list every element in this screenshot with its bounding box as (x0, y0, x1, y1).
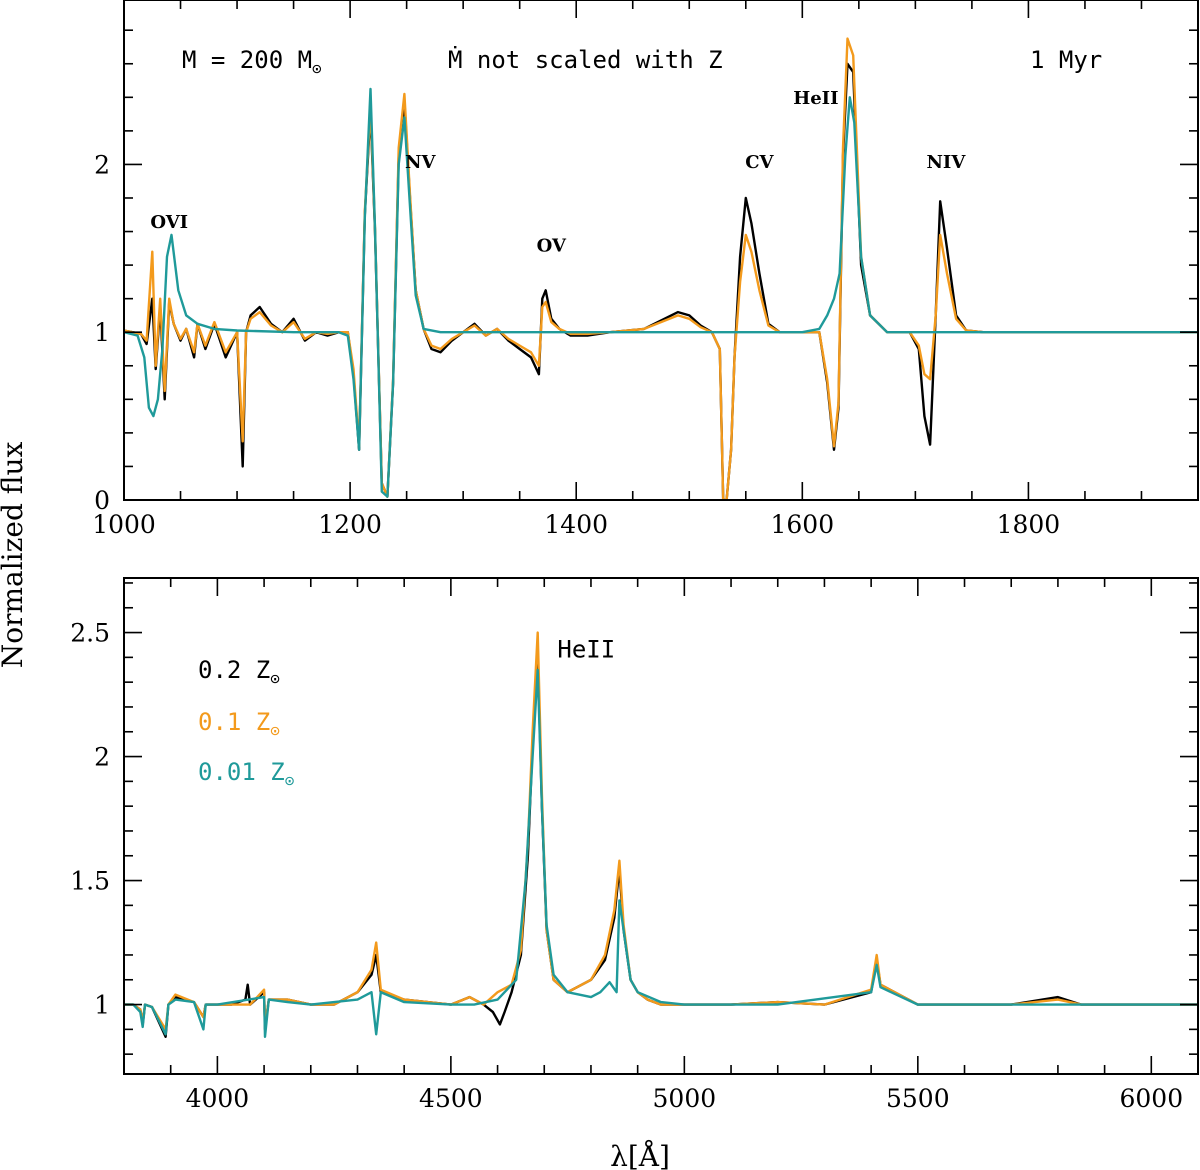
top-xtick-label: 1200 (318, 510, 382, 539)
bottom-xtick-label: 5500 (886, 1084, 950, 1113)
top-line-labels: OVI NV OV CV HeII NIV (150, 88, 966, 257)
top-xtick-label: 1400 (544, 510, 608, 539)
top-ytick-label: 2 (94, 150, 110, 179)
age-annotation: 1 Myr (1030, 46, 1102, 74)
legend-entry-02: 0.2 Z⊙ (198, 656, 280, 688)
bottom-panel-ticks: 4000 4500 5000 5500 6000 1 1.5 2 2.5 (70, 578, 1199, 1113)
top-series-1 (124, 37, 1198, 500)
bottom-xtick-label: 4000 (186, 1084, 250, 1113)
line-label-cv: CV (745, 152, 774, 173)
top-panel-uv-spectrum: 1000 1200 1400 1600 1800 0 1 2 M = 200 M⊙ Ṁ not… (92, 0, 1199, 539)
line-label-niv: NIV (926, 152, 966, 173)
line-label-heii: HeII (793, 88, 838, 109)
bottom-xtick-label: 6000 (1119, 1084, 1183, 1113)
line-label-ovi: OVI (150, 212, 188, 233)
bottom-ytick-label: 2.5 (70, 619, 110, 648)
top-xtick-label: 1000 (92, 510, 156, 539)
bottom-ytick-label: 1.5 (70, 867, 110, 896)
line-label-nv: NV (405, 152, 436, 173)
top-panel-series (124, 37, 1198, 500)
mdot-annotation: Ṁ not scaled with Z (448, 45, 723, 74)
legend: 0.2 Z⊙ 0.1 Z⊙ 0.01 Z⊙ (198, 656, 295, 790)
x-axis-label: λ[Å] (610, 1140, 670, 1170)
top-series-2 (124, 87, 1198, 498)
top-series-0 (124, 62, 1198, 500)
line-label-ov: OV (537, 236, 567, 257)
bottom-line-labels: HeII (557, 635, 615, 663)
legend-entry-001: 0.01 Z⊙ (198, 758, 295, 790)
y-axis-label: Normalized flux (0, 442, 29, 669)
bottom-series-2 (124, 668, 1198, 1039)
bottom-ytick-label: 1 (94, 991, 110, 1020)
legend-entry-01: 0.1 Z⊙ (198, 708, 280, 740)
top-xtick-label: 1600 (771, 510, 835, 539)
top-xtick-label: 1800 (997, 510, 1061, 539)
bottom-xtick-label: 4500 (419, 1084, 483, 1113)
mass-annotation: M = 200 M⊙ (182, 46, 322, 78)
bottom-panel-optical-spectrum: 4000 4500 5000 5500 6000 1 1.5 2 2.5 HeII 0.2 Z⊙… (70, 577, 1199, 1113)
bottom-series-0 (124, 651, 1198, 1039)
top-ytick-label: 0 (94, 486, 110, 515)
bottom-panel-frame (123, 577, 1199, 1075)
bottom-xtick-label: 5000 (653, 1084, 717, 1113)
top-panel-ticks: 1000 1200 1400 1600 1800 0 1 2 (92, 0, 1199, 539)
bottom-ytick-label: 2 (94, 743, 110, 772)
bottom-series-1 (124, 631, 1198, 1031)
line-label-heii: HeII (557, 635, 615, 663)
top-panel-frame (123, 0, 1199, 501)
bottom-panel-series (124, 631, 1198, 1039)
top-ytick-label: 1 (94, 318, 110, 347)
